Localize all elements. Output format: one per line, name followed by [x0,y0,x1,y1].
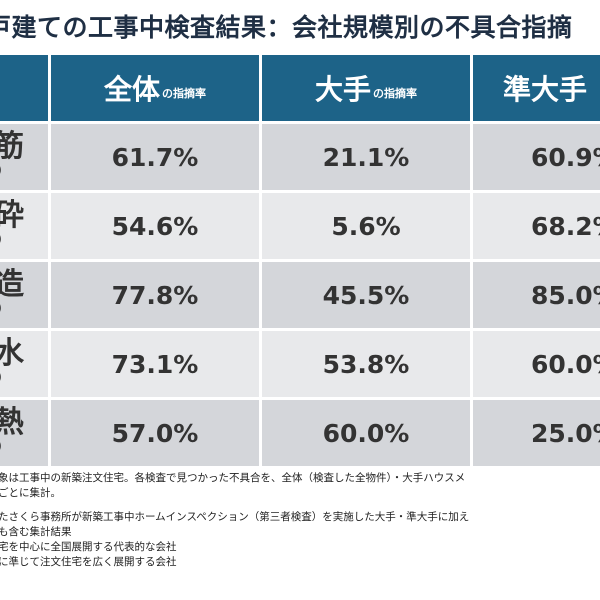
footnote-line: ごとに集計。 [0,487,61,499]
row-label: 熱 [0,405,24,440]
row-label-sub: ) [0,302,2,316]
value-major: 53.8% [262,331,470,397]
row-label-sub: ) [0,164,2,178]
table-row: 熱 ) 57.0% 60.0% 25.0% [0,400,600,466]
value-major: 60.0% [262,400,470,466]
value-major: 21.1% [262,124,470,190]
value-semi-major: 60.9% [473,124,600,190]
footnote-line: 象は工事中の新築注文住宅。各検査で見つかった不具合を、全体（検査した全物件）・大… [0,472,466,484]
table-row: 筋 ) 61.7% 21.1% 60.9% [0,124,600,190]
value-all: 73.1% [51,331,259,397]
footnote-line: も含む集計結果 [0,526,72,538]
value-semi-major: 60.0% [473,331,600,397]
header-semi-major-label: 準大手 [503,73,588,106]
row-label-sub: ) [0,440,2,454]
header-all: 全体 の指摘率 [51,55,259,121]
header-all-label: 全体 [103,73,160,106]
header-corner-cell [0,55,48,121]
row-label-sub: ) [0,371,2,385]
header-semi-major: 準大手 [473,55,600,121]
row-label-cell: 砕 ) [0,193,48,259]
row-label-sub: ) [0,233,2,247]
value-all: 61.7% [51,124,259,190]
row-label: 水 [0,336,24,371]
footnote-line: 宅を中心に全国展開する代表的な会社 [0,541,177,553]
footnotes: 象は工事中の新築注文住宅。各検査で見つかった不具合を、全体（検査した全物件）・大… [0,471,600,570]
row-label-cell: 筋 ) [0,124,48,190]
table-row: 水 ) 73.1% 53.8% 60.0% [0,331,600,397]
table-row: 造 ) 77.8% 45.5% 85.0% [0,262,600,328]
header-major-sublabel: の指摘率 [373,87,417,100]
header-major: 大手 の指摘率 [262,55,470,121]
row-label-cell: 熱 ) [0,400,48,466]
row-label-cell: 水 ) [0,331,48,397]
page-title: 戸建ての工事中検査結果：会社規模別の不具合指摘 [0,13,573,42]
row-label: 筋 [0,129,24,164]
value-major: 5.6% [262,193,470,259]
header-all-sublabel: の指摘率 [162,87,206,100]
value-major: 45.5% [262,262,470,328]
footnote-line: たさくら事務所が新築工事中ホームインスペクション（第三者検査）を実施した大手・準… [0,511,470,523]
value-semi-major: 25.0% [473,400,600,466]
table-header-row: 全体 の指摘率 大手 の指摘率 準大手 [0,55,600,121]
row-label-cell: 造 ) [0,262,48,328]
footnote-line: に準じて注文住宅を広く展開する会社 [0,556,177,568]
value-all: 54.6% [51,193,259,259]
value-semi-major: 85.0% [473,262,600,328]
value-all: 77.8% [51,262,259,328]
table-row: 砕 ) 54.6% 5.6% 68.2% [0,193,600,259]
header-major-label: 大手 [314,73,371,106]
value-all: 57.0% [51,400,259,466]
row-label: 造 [0,267,24,302]
row-label: 砕 [0,198,24,233]
value-semi-major: 68.2% [473,193,600,259]
